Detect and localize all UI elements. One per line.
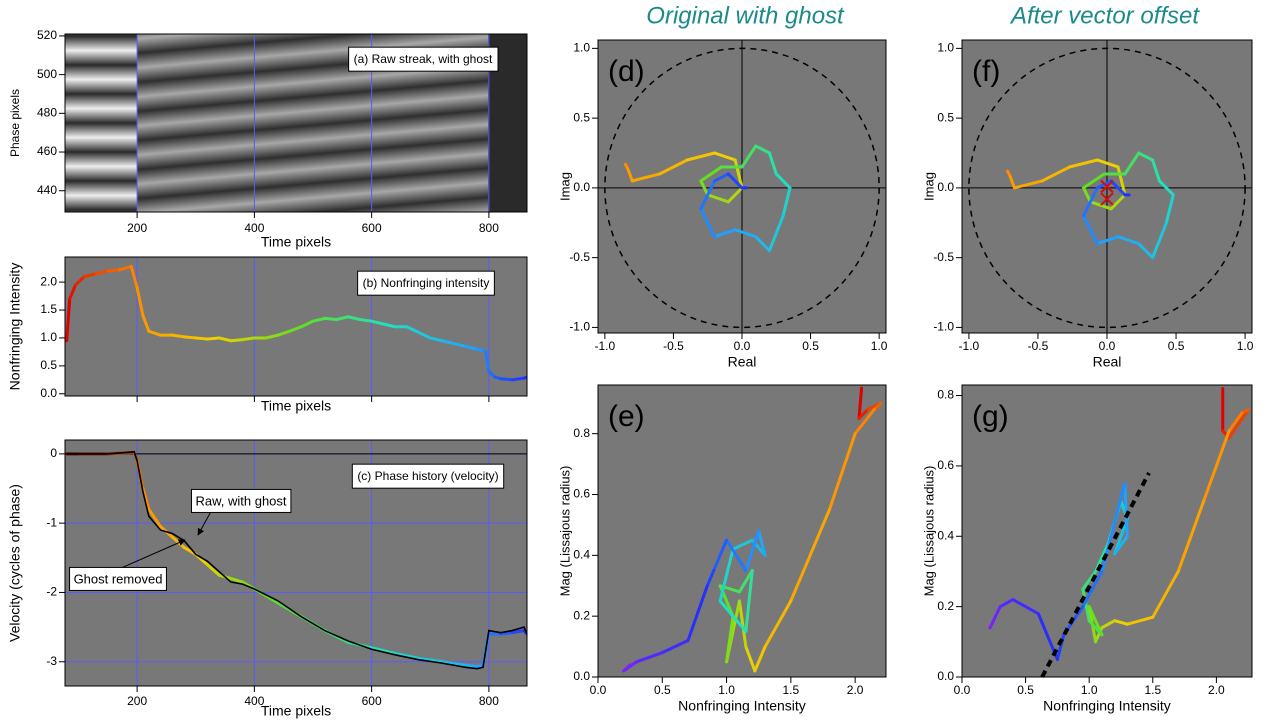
y-tick-label: 0.6 — [573, 487, 590, 501]
x-tick-label: 0.5 — [654, 683, 671, 697]
x-tick-label: 0.0 — [734, 339, 751, 353]
y-axis-label: Imag — [557, 172, 572, 201]
y-tick-label: 0.0 — [937, 180, 954, 194]
column-title: After vector offset — [1009, 2, 1200, 29]
y-tick-label: 1.5 — [40, 302, 57, 316]
y-tick-label: -1 — [46, 515, 57, 529]
x-tick-label: 1.5 — [1144, 683, 1161, 697]
x-tick-label: 0.0 — [1099, 339, 1116, 353]
line-segment — [196, 338, 208, 339]
x-tick-label: 200 — [127, 221, 147, 235]
x-axis-label: Time pixels — [261, 398, 331, 414]
line-segment — [207, 338, 219, 339]
column-title: Original with ghost — [646, 2, 845, 29]
x-axis-label: Nonfringing Intensity — [678, 698, 806, 714]
y-tick-label: 1.0 — [937, 41, 954, 55]
y-tick-label: 0.6 — [937, 458, 954, 472]
y-tick-label: 1.0 — [573, 41, 590, 55]
x-tick-label: -1.0 — [959, 339, 980, 353]
y-tick-label: 520 — [37, 28, 57, 42]
y-axis-label: Phase pixels — [8, 89, 22, 157]
line-segment — [231, 340, 243, 341]
annotation: (g) — [972, 400, 1009, 433]
line-segment — [172, 335, 184, 337]
annotation: (d) — [608, 55, 645, 88]
y-tick-label: 0.0 — [937, 669, 954, 683]
y-tick-label: 1.0 — [40, 330, 57, 344]
x-tick-label: 1.5 — [783, 683, 800, 697]
annotation: (b) Nonfringing intensity — [363, 276, 490, 290]
x-tick-label: 1.0 — [1081, 683, 1098, 697]
y-tick-label: 0.8 — [937, 388, 954, 402]
y-tick-label: 0.5 — [937, 110, 954, 124]
line-segment — [512, 378, 524, 380]
x-tick-label: 0.0 — [954, 683, 971, 697]
x-tick-label: 2.0 — [847, 683, 864, 697]
annotation: (c) Phase history (velocity) — [357, 469, 498, 483]
x-tick-label: 800 — [479, 694, 499, 708]
y-tick-label: 460 — [37, 144, 57, 158]
y-tick-label: 440 — [37, 183, 57, 197]
y-tick-label: 0.2 — [573, 608, 590, 622]
x-tick-label: 1.0 — [871, 339, 888, 353]
annotation: (e) — [608, 400, 645, 433]
x-tick-label: -1.0 — [595, 339, 616, 353]
line-segment — [325, 318, 337, 319]
line-segment — [184, 337, 196, 338]
y-tick-label: -0.5 — [569, 250, 590, 264]
streak-early — [65, 34, 137, 212]
x-axis-label: Nonfringing Intensity — [1043, 698, 1171, 714]
x-tick-label: 600 — [362, 694, 382, 708]
x-axis-label: Time pixels — [261, 234, 331, 250]
y-tick-label: 500 — [37, 67, 57, 81]
y-axis-label: Velocity (cycles of phase) — [7, 484, 23, 642]
x-axis-label: Time pixels — [261, 703, 331, 719]
y-tick-label: 0.5 — [573, 110, 590, 124]
line-segment — [108, 270, 120, 271]
y-tick-label: 0.0 — [40, 386, 57, 400]
x-tick-label: 200 — [127, 694, 147, 708]
y-tick-label: 0.4 — [937, 528, 954, 542]
y-axis-label: Mag (Lissajous radius) — [921, 466, 936, 597]
y-tick-label: 0.8 — [573, 426, 590, 440]
line-segment — [501, 379, 513, 380]
y-tick-label: -2 — [46, 585, 57, 599]
y-tick-label: 0.0 — [573, 669, 590, 683]
y-tick-label: -0.5 — [933, 250, 954, 264]
y-axis-label: Mag (Lissajous radius) — [557, 466, 572, 597]
y-axis-label: Imag — [921, 172, 936, 201]
y-tick-label: -1.0 — [933, 320, 954, 334]
line-segment — [465, 665, 477, 666]
y-tick-label: 0.0 — [573, 180, 590, 194]
y-tick-label: 0.2 — [937, 599, 954, 613]
x-tick-label: 800 — [479, 221, 499, 235]
x-tick-label: 600 — [362, 221, 382, 235]
y-tick-label: 0.4 — [573, 548, 590, 562]
line-segment — [360, 320, 372, 322]
x-axis-label: Real — [1093, 354, 1122, 370]
x-tick-label: -0.5 — [663, 339, 684, 353]
annotation: (f) — [972, 55, 1000, 88]
y-tick-label: 0 — [50, 446, 57, 460]
x-tick-label: 0.5 — [1017, 683, 1034, 697]
figure: 200400600800440460480500520Time pixelsPh… — [0, 0, 1266, 726]
x-axis-label: Real — [728, 354, 757, 370]
x-tick-label: 0.5 — [1168, 339, 1185, 353]
line-segment — [243, 338, 255, 340]
y-axis-label: Nonfringing Intensity — [7, 263, 23, 391]
y-tick-label: 2.0 — [40, 274, 57, 288]
y-tick-label: -3 — [46, 654, 57, 668]
x-tick-label: 0.5 — [802, 339, 819, 353]
x-tick-label: 2.0 — [1208, 683, 1225, 697]
x-tick-label: 1.0 — [1237, 339, 1254, 353]
y-tick-label: 0.5 — [40, 358, 57, 372]
y-tick-label: 480 — [37, 105, 57, 119]
y-tick-label: -1.0 — [569, 320, 590, 334]
annotation: (a) Raw streak, with ghost — [354, 52, 493, 66]
series-callout: Ghost removed — [74, 571, 163, 586]
x-tick-label: 0.0 — [590, 683, 607, 697]
series-callout: Raw, with ghost — [195, 493, 286, 508]
x-tick-label: 1.0 — [718, 683, 735, 697]
x-tick-label: -0.5 — [1028, 339, 1049, 353]
